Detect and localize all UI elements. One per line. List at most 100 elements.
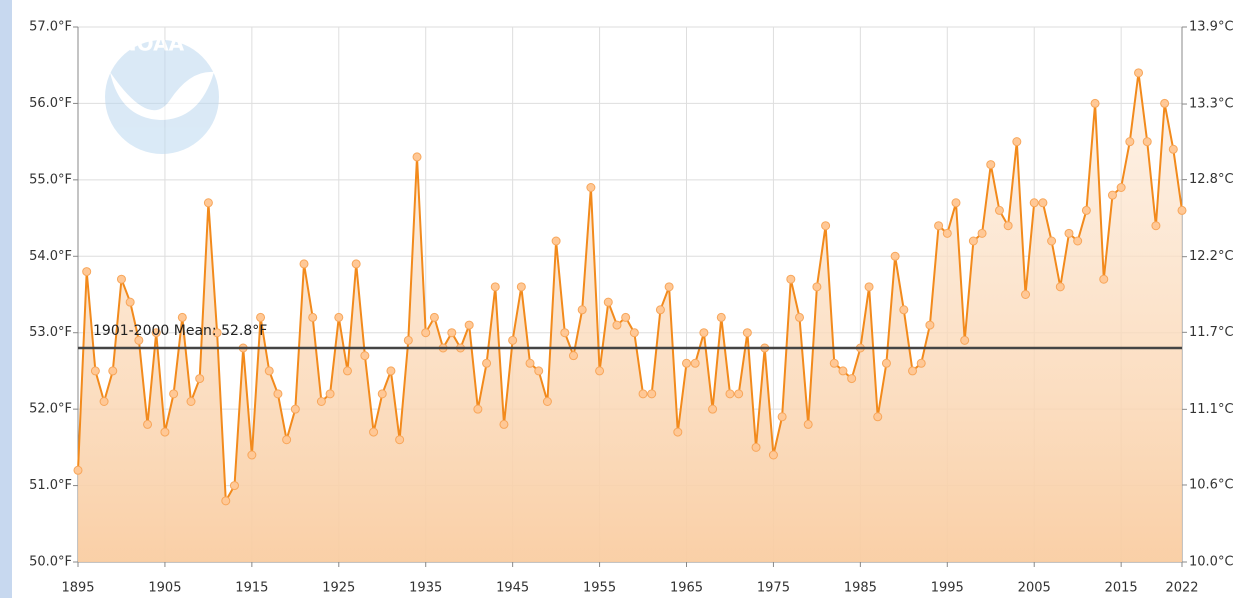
point bbox=[725, 389, 735, 399]
point bbox=[768, 450, 778, 460]
x-tick-label: 2015 bbox=[1105, 581, 1138, 596]
point bbox=[942, 228, 952, 238]
point bbox=[603, 297, 613, 307]
point bbox=[838, 366, 848, 376]
y-tick-label: 54.0°F bbox=[29, 249, 72, 264]
point bbox=[568, 351, 578, 361]
point bbox=[90, 366, 100, 376]
point bbox=[447, 328, 457, 338]
point bbox=[386, 366, 396, 376]
point bbox=[247, 450, 257, 460]
point bbox=[916, 358, 926, 368]
point bbox=[777, 412, 787, 422]
point bbox=[881, 358, 891, 368]
point bbox=[177, 312, 187, 322]
point bbox=[699, 328, 709, 338]
point bbox=[586, 183, 596, 192]
point bbox=[803, 419, 813, 429]
y-tick-label: 53.0°F bbox=[29, 325, 72, 340]
y-tick-label: 50.0°F bbox=[29, 555, 72, 570]
point bbox=[986, 160, 996, 170]
point bbox=[116, 274, 126, 284]
logo-text: NOAA bbox=[120, 32, 185, 56]
point bbox=[499, 419, 509, 429]
point bbox=[690, 358, 700, 368]
logo-circle bbox=[105, 40, 219, 154]
point bbox=[786, 274, 796, 284]
point bbox=[621, 312, 631, 322]
point bbox=[464, 320, 474, 330]
x-tick-label: 1905 bbox=[148, 581, 181, 596]
point bbox=[1151, 221, 1161, 231]
point bbox=[1073, 236, 1083, 246]
x-tick-label: 1915 bbox=[235, 581, 268, 596]
point bbox=[638, 389, 648, 399]
x-tick-label: 1945 bbox=[496, 581, 529, 596]
point bbox=[734, 389, 744, 399]
x-tick-label: 1975 bbox=[757, 581, 790, 596]
side-strip bbox=[0, 0, 12, 598]
point bbox=[1003, 221, 1013, 231]
point bbox=[221, 496, 231, 506]
point bbox=[821, 221, 831, 231]
point bbox=[412, 152, 422, 162]
y-tick-label: 57.0°F bbox=[29, 20, 72, 35]
point bbox=[403, 335, 413, 345]
y2-tick-label: 13.9°C bbox=[1189, 20, 1234, 35]
point bbox=[73, 465, 83, 475]
point bbox=[899, 305, 909, 315]
point bbox=[968, 236, 978, 246]
point bbox=[1142, 137, 1152, 147]
point bbox=[647, 389, 657, 399]
point bbox=[290, 404, 300, 414]
point bbox=[682, 358, 692, 368]
point bbox=[708, 404, 718, 414]
logo: NOAA bbox=[105, 32, 219, 154]
point bbox=[151, 328, 161, 338]
point bbox=[508, 335, 518, 345]
point bbox=[742, 328, 752, 338]
y2-tick-label: 11.7°C bbox=[1189, 325, 1234, 340]
x-tick-label: 1955 bbox=[583, 581, 616, 596]
point bbox=[908, 366, 918, 376]
point bbox=[82, 267, 92, 277]
point bbox=[342, 366, 352, 376]
point bbox=[160, 427, 170, 437]
point bbox=[1090, 98, 1100, 108]
point bbox=[960, 335, 970, 345]
point bbox=[273, 389, 283, 399]
point bbox=[542, 397, 552, 406]
point bbox=[873, 412, 883, 422]
y-tick-label: 56.0°F bbox=[29, 96, 72, 111]
point bbox=[673, 427, 683, 437]
point bbox=[169, 389, 179, 399]
point bbox=[577, 305, 587, 315]
x-tick-label: 1895 bbox=[61, 581, 94, 596]
point bbox=[395, 435, 405, 445]
point bbox=[751, 442, 761, 452]
x-tick-label: 2022 bbox=[1165, 581, 1198, 596]
point bbox=[934, 221, 944, 231]
x-tick-label: 1995 bbox=[931, 581, 964, 596]
line bbox=[77, 72, 1183, 505]
point bbox=[1168, 144, 1178, 154]
point bbox=[195, 374, 205, 384]
point bbox=[143, 419, 153, 429]
point bbox=[560, 328, 570, 338]
point bbox=[256, 312, 266, 322]
point bbox=[1038, 198, 1048, 208]
point bbox=[847, 374, 857, 384]
point bbox=[812, 282, 822, 292]
point bbox=[1134, 68, 1144, 78]
logo-gull bbox=[110, 71, 214, 120]
y-tick-label: 51.0°F bbox=[29, 478, 72, 493]
y-tick-label: 52.0°F bbox=[29, 402, 72, 417]
point bbox=[534, 366, 544, 376]
point bbox=[664, 282, 674, 292]
point bbox=[951, 198, 961, 208]
y2-tick-label: 11.1°C bbox=[1189, 402, 1234, 417]
mean-label: 1901-2000 Mean: 52.8°F bbox=[93, 323, 267, 339]
point bbox=[1012, 137, 1022, 147]
point bbox=[890, 251, 900, 261]
